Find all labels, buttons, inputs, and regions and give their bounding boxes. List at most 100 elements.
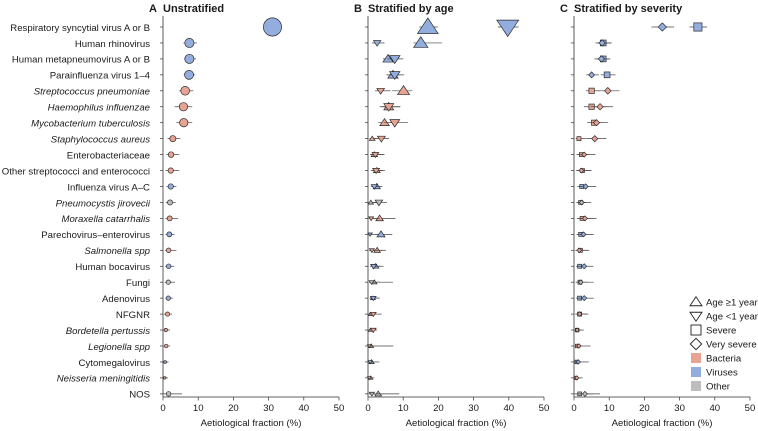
pathogen-label: Other streptococci and enterococci bbox=[2, 166, 150, 177]
data-point bbox=[597, 55, 606, 63]
data-point bbox=[388, 55, 401, 65]
pathogen-label: Haemophilus influenzae bbox=[48, 103, 150, 114]
data-point bbox=[164, 343, 169, 349]
legend-shape-triangle-up bbox=[689, 295, 703, 307]
x-tick-label: 10 bbox=[604, 403, 615, 414]
x-axis-label: Aetiological fraction (%) bbox=[201, 418, 302, 429]
data-point bbox=[578, 199, 585, 206]
data-point bbox=[576, 343, 582, 349]
pathogen-label: Cytomegalovirus bbox=[79, 358, 151, 369]
data-point bbox=[577, 279, 584, 286]
panel-title: Unstratified bbox=[163, 3, 224, 15]
pathogen-label: Legionella spp bbox=[88, 342, 151, 353]
series-circle bbox=[163, 17, 282, 397]
pathogen-label: Human bocavirus bbox=[75, 262, 150, 273]
panel-letter: C bbox=[560, 3, 568, 15]
panel-a: A Unstratified 0 10 20 30 40 50 Aetiological fra… bbox=[149, 3, 344, 429]
data-point bbox=[416, 17, 439, 34]
x-tick-label: 50 bbox=[334, 403, 345, 414]
data-point bbox=[581, 390, 588, 397]
data-point bbox=[574, 327, 580, 333]
x-axis-label: Aetiological fraction (%) bbox=[406, 418, 507, 429]
legend-shape-diamond bbox=[689, 337, 703, 351]
data-point bbox=[374, 390, 383, 397]
legend-shape-triangle-down bbox=[689, 311, 703, 323]
data-point bbox=[368, 216, 375, 222]
data-point bbox=[369, 327, 377, 334]
pathogen-label: Fungi bbox=[126, 278, 150, 289]
data-point bbox=[603, 71, 611, 79]
x-tick-label: 30 bbox=[674, 403, 685, 414]
legend-swatch-viruses bbox=[691, 367, 701, 377]
series-square bbox=[573, 22, 708, 397]
data-point bbox=[178, 102, 188, 112]
x-tick-label: 0 bbox=[571, 403, 576, 414]
data-point bbox=[163, 376, 167, 380]
legend-shape-square bbox=[690, 324, 702, 336]
data-point bbox=[263, 17, 282, 37]
data-point bbox=[165, 295, 171, 301]
data-point bbox=[368, 248, 376, 254]
x-tick-label: 40 bbox=[503, 403, 514, 414]
data-point bbox=[371, 152, 380, 159]
legend-label: Age <1 year bbox=[706, 312, 758, 323]
pathogen-label: Bordetella pertussis bbox=[66, 326, 150, 337]
data-point bbox=[582, 183, 589, 190]
data-point bbox=[657, 22, 668, 32]
data-point bbox=[165, 391, 172, 397]
data-point bbox=[166, 215, 173, 222]
x-axis-label: Aetiological fraction (%) bbox=[612, 418, 713, 429]
legend-label: Viruses bbox=[706, 368, 738, 379]
data-point bbox=[581, 263, 588, 270]
legend-label: Bacteria bbox=[706, 354, 742, 365]
panel-title: Stratified by severity bbox=[574, 3, 683, 15]
x-tick-label: 0 bbox=[160, 403, 165, 414]
data-point bbox=[369, 296, 377, 302]
data-point bbox=[383, 103, 395, 112]
data-point bbox=[496, 19, 520, 38]
series-diamond bbox=[574, 22, 674, 397]
data-point bbox=[388, 71, 401, 80]
legend-swatch-other bbox=[691, 381, 701, 391]
data-point bbox=[576, 136, 582, 141]
data-point bbox=[368, 280, 375, 285]
data-point bbox=[581, 151, 588, 158]
pathogen-label: Human rhinovirus bbox=[75, 39, 150, 50]
pathogen-label: Human metapneumovirus A or B bbox=[12, 55, 150, 66]
pathogen-label: NFGNR bbox=[116, 310, 150, 321]
data-point bbox=[163, 327, 168, 333]
series-triangle-up bbox=[367, 17, 442, 397]
data-point bbox=[396, 84, 411, 95]
legend-label: Other bbox=[706, 382, 731, 393]
pathogen-label: Staphylococcus aureus bbox=[51, 134, 150, 145]
data-point bbox=[367, 360, 373, 365]
data-point bbox=[379, 117, 390, 127]
data-point bbox=[576, 247, 583, 254]
pathogen-label: Mycobacterium tuberculosis bbox=[31, 119, 150, 130]
legend: Age ≥1 year Age <1 year Severe Very severe B… bbox=[689, 295, 758, 393]
legend-label: Age ≥1 year bbox=[706, 298, 758, 309]
data-point bbox=[588, 87, 595, 94]
data-point bbox=[693, 22, 703, 32]
pathogen-label: NOS bbox=[129, 390, 150, 401]
data-point bbox=[165, 311, 171, 317]
data-point bbox=[598, 39, 606, 47]
panel-title: Stratified by age bbox=[368, 3, 454, 15]
data-point bbox=[184, 38, 195, 48]
data-point bbox=[588, 71, 596, 79]
data-point bbox=[413, 36, 429, 48]
data-point bbox=[368, 391, 376, 397]
data-point bbox=[376, 88, 386, 95]
pathogen-label: Neisseria meningitidis bbox=[57, 374, 151, 385]
data-point bbox=[163, 360, 167, 364]
data-point bbox=[369, 264, 378, 270]
x-tick-label: 0 bbox=[365, 403, 370, 414]
panel-b: B Stratified by age 0 10 20 30 40 50 Aetiologica… bbox=[354, 3, 549, 429]
data-point bbox=[167, 167, 174, 174]
x-tick-label: 30 bbox=[263, 403, 274, 414]
panel-letter: B bbox=[354, 3, 362, 15]
data-point bbox=[167, 183, 174, 190]
data-point bbox=[166, 231, 173, 238]
data-point bbox=[371, 168, 381, 175]
